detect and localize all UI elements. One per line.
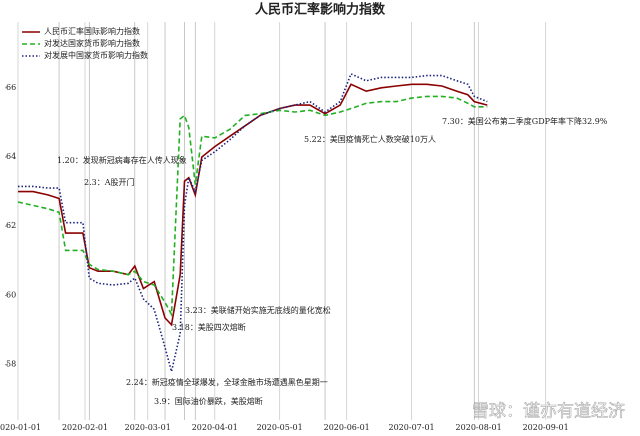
watermark: 雪球：谨亦有道经济: [472, 402, 625, 422]
legend-label: 对发展中国家货币影响力指数: [44, 50, 148, 60]
series-line: [18, 72, 488, 372]
series-line: [18, 83, 488, 327]
x-tick-label: 2020-06-01: [324, 423, 370, 432]
y-tick-label: 60: [6, 290, 16, 299]
x-tick-label: 2020-07-01: [389, 423, 435, 432]
annotation: 5.22：美国疫情死亡人数突破10万人: [304, 134, 436, 144]
x-tick-label: 2020-04-01: [192, 423, 238, 432]
y-tick-label: 64: [6, 152, 16, 161]
annotation: 2.24：新冠疫情全球爆发，全球金融市场遭遇黑色星期一: [126, 377, 328, 387]
annotation: 3.9：国际油价暴跌，美股熔断: [154, 396, 263, 406]
x-tick-label: 2020-01-01: [0, 423, 41, 432]
annotation: 2.3：A股开门: [84, 177, 135, 187]
x-tick-label: 2020-02-01: [62, 423, 108, 432]
x-tick-label: 2020-08-01: [456, 423, 502, 432]
x-tick-label: 2020-03-01: [125, 423, 171, 432]
x-tick-label: 2020-05-01: [257, 423, 303, 432]
legend-label: 对发达国家货币影响力指数: [44, 38, 140, 48]
y-tick-label: 58: [6, 360, 16, 369]
legend-label: 人民币汇率国际影响力指数: [44, 26, 140, 36]
y-tick-label: 62: [6, 221, 16, 230]
series-line: [17, 95, 488, 318]
annotation: 1.20：发现新冠病毒存在人传人现象: [57, 155, 187, 165]
annotation: 7.30：美国公布第二季度GDP年率下降32.9%: [442, 116, 608, 126]
x-tick-label: 2020-09-01: [523, 423, 569, 432]
annotation: 3.23：美联储开始实施无底线的量化宽松: [185, 305, 331, 315]
y-tick-label: 66: [6, 83, 16, 92]
chart-title: 人民币汇率影响力指数: [255, 2, 386, 18]
annotation: 3.18：美股四次熔断: [172, 322, 246, 332]
